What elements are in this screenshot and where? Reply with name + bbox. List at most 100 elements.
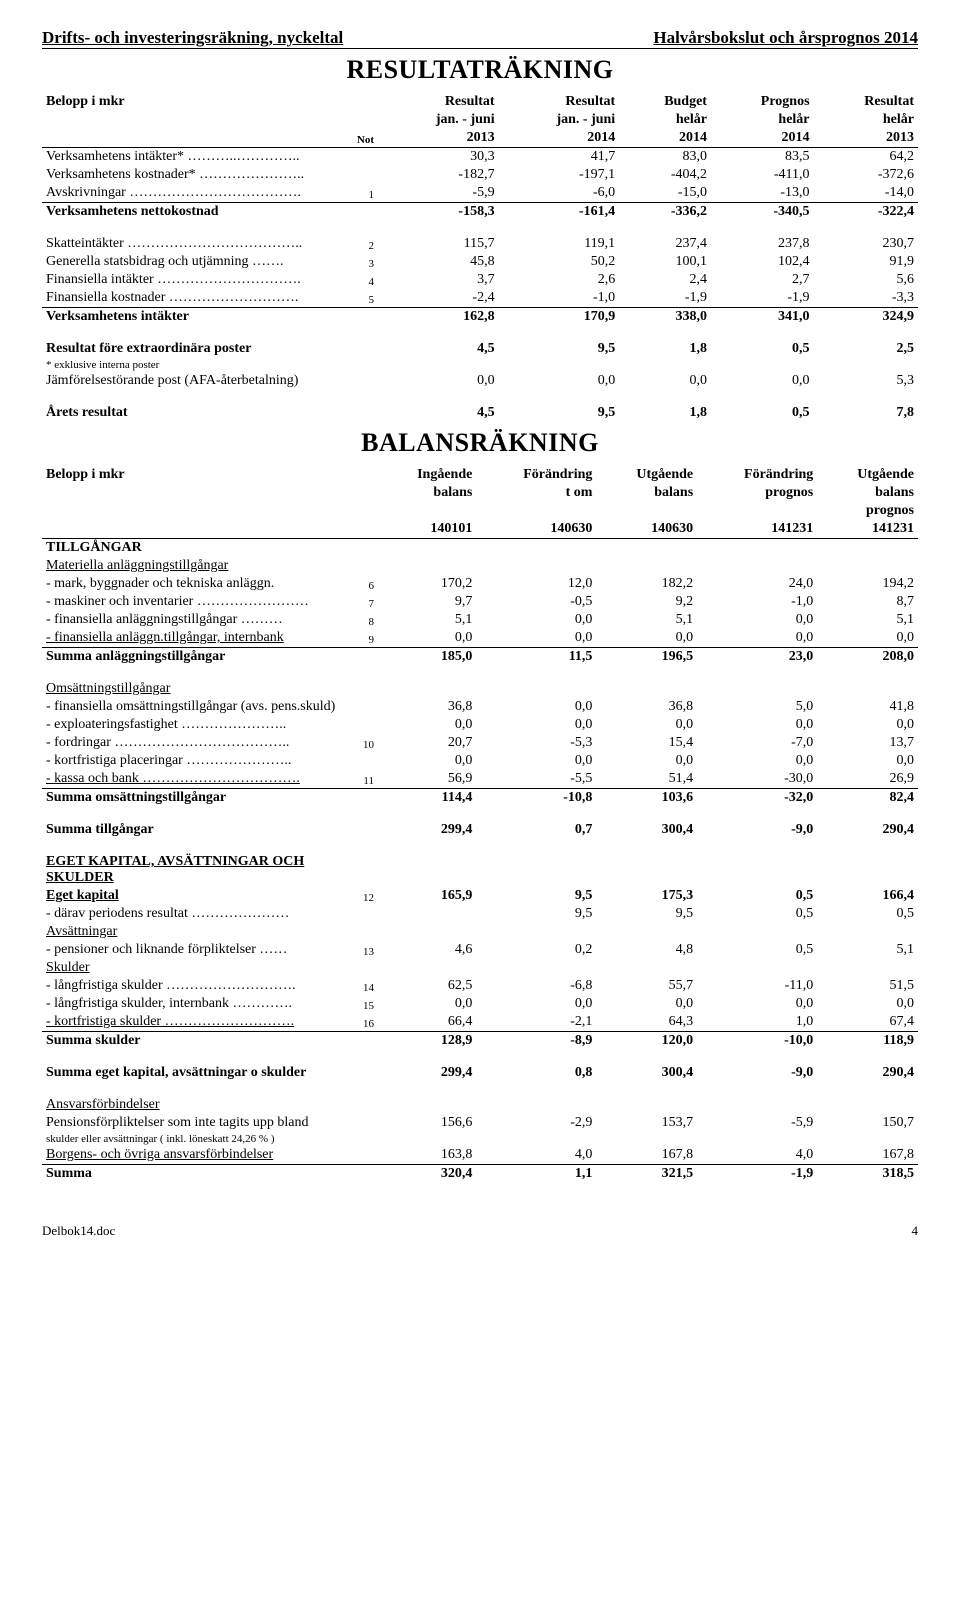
row-label: Generella statsbidrag och utjämning ……. <box>42 253 342 271</box>
row-value: 66,4 <box>378 1013 476 1032</box>
row-label: Jämförelsestörande post (AFA-återbetalni… <box>42 372 342 390</box>
row-value: -1,9 <box>697 1165 817 1184</box>
row-note <box>342 698 378 716</box>
row-label: Verksamhetens intäkter* ………..………….. <box>42 148 342 167</box>
row-value: 0,0 <box>476 698 596 716</box>
row-value: 0,0 <box>697 752 817 770</box>
row-note <box>342 340 378 358</box>
row-note <box>342 905 378 923</box>
row-value: 0,0 <box>596 752 697 770</box>
row-value <box>378 905 476 923</box>
footer-page: 4 <box>912 1223 919 1239</box>
row-value: -411,0 <box>711 166 814 184</box>
row-value: 0,0 <box>476 716 596 734</box>
row-value: 3,7 <box>378 271 499 289</box>
row-label: Summa skulder <box>42 1032 342 1051</box>
row-value: 175,3 <box>596 887 697 905</box>
row-value: 9,2 <box>596 593 697 611</box>
row-value: 9,5 <box>596 905 697 923</box>
row-value: 162,8 <box>378 308 499 327</box>
row-value: 4,0 <box>476 1146 596 1165</box>
row-value: 5,1 <box>378 611 476 629</box>
row-value: 196,5 <box>596 648 697 667</box>
row-value: 0,0 <box>697 716 817 734</box>
row-value: -158,3 <box>378 203 499 222</box>
row-value: 0,0 <box>378 716 476 734</box>
row-value: 0,5 <box>817 905 918 923</box>
row-value: 83,5 <box>711 148 814 167</box>
row-value <box>378 358 499 372</box>
row-note <box>342 1064 378 1082</box>
row-label: Finansiella kostnader ………………………. <box>42 289 342 308</box>
row-value: -8,9 <box>476 1032 596 1051</box>
row-value: 237,8 <box>711 235 814 253</box>
row-value: -1,9 <box>711 289 814 308</box>
row-value: 4,8 <box>596 941 697 959</box>
row-label: - långfristiga skulder, internbank …………. <box>42 995 342 1013</box>
row-value: 0,0 <box>378 372 499 390</box>
row-value: 338,0 <box>619 308 711 327</box>
row-value: 0,0 <box>817 629 918 648</box>
row-value: 321,5 <box>596 1165 697 1184</box>
row-label: Verksamhetens kostnader* ………………….. <box>42 166 342 184</box>
row-value: 15,4 <box>596 734 697 752</box>
materiella-title: Materiella anläggningstillgångar <box>42 557 342 575</box>
row-value: 64,3 <box>596 1013 697 1032</box>
row-value: 237,4 <box>619 235 711 253</box>
row-value: 5,0 <box>697 698 817 716</box>
row-value: -6,8 <box>476 977 596 995</box>
row-value <box>476 959 596 977</box>
row-label: * exklusive interna poster <box>42 358 342 372</box>
row-value: 0,2 <box>476 941 596 959</box>
row-note: 14 <box>342 977 378 995</box>
row-value: 299,4 <box>378 821 476 839</box>
row-label: Skatteintäkter ……………………………….. <box>42 235 342 253</box>
row-value: 0,0 <box>476 752 596 770</box>
row-value: 170,9 <box>499 308 620 327</box>
row-value: 0,0 <box>378 629 476 648</box>
row-value: 0,0 <box>697 995 817 1013</box>
row-note <box>342 648 378 667</box>
row-value: 56,9 <box>378 770 476 789</box>
row-value: 26,9 <box>817 770 918 789</box>
row-note: 8 <box>342 611 378 629</box>
row-value: 0,0 <box>817 995 918 1013</box>
row-value: -11,0 <box>697 977 817 995</box>
row-value: 0,0 <box>596 995 697 1013</box>
page-header: Drifts- och investeringsräkning, nyckelt… <box>42 28 918 49</box>
row-value: 182,2 <box>596 575 697 593</box>
row-value: 4,5 <box>378 404 499 422</box>
row-note <box>342 148 378 167</box>
row-value: 290,4 <box>817 821 918 839</box>
row-value <box>596 923 697 941</box>
row-note: 7 <box>342 593 378 611</box>
row-value: 0,5 <box>711 404 814 422</box>
row-note: 5 <box>342 289 378 308</box>
row-value: 8,7 <box>817 593 918 611</box>
row-label: Summa omsättningstillgångar <box>42 789 342 808</box>
row-value: 290,4 <box>817 1064 918 1082</box>
row-note: 3 <box>342 253 378 271</box>
row-value: 5,1 <box>596 611 697 629</box>
row-label: - exploateringsfastighet ………………….. <box>42 716 342 734</box>
section-title-balansrakning: BALANSRÄKNING <box>42 428 918 458</box>
row-note <box>342 1114 378 1132</box>
row-note: 10 <box>342 734 378 752</box>
row-value: -2,4 <box>378 289 499 308</box>
row-note: 11 <box>342 770 378 789</box>
row-value: 0,5 <box>697 941 817 959</box>
row-note: 9 <box>342 629 378 648</box>
row-value: 0,5 <box>711 340 814 358</box>
header-right: Halvårsbokslut och årsprognos 2014 <box>653 28 918 48</box>
row-value: 115,7 <box>378 235 499 253</box>
row-value: 102,4 <box>711 253 814 271</box>
row-value: 0,0 <box>476 611 596 629</box>
row-label: Resultat före extraordinära poster <box>42 340 342 358</box>
row-value: -0,5 <box>476 593 596 611</box>
row-value: 55,7 <box>596 977 697 995</box>
row-value: 324,9 <box>814 308 918 327</box>
eks-title: EGET KAPITAL, AVSÄTTNINGAR OCH SKULDER <box>42 853 342 887</box>
row-value <box>499 358 620 372</box>
row-value: -5,9 <box>378 184 499 203</box>
row-note <box>342 923 378 941</box>
